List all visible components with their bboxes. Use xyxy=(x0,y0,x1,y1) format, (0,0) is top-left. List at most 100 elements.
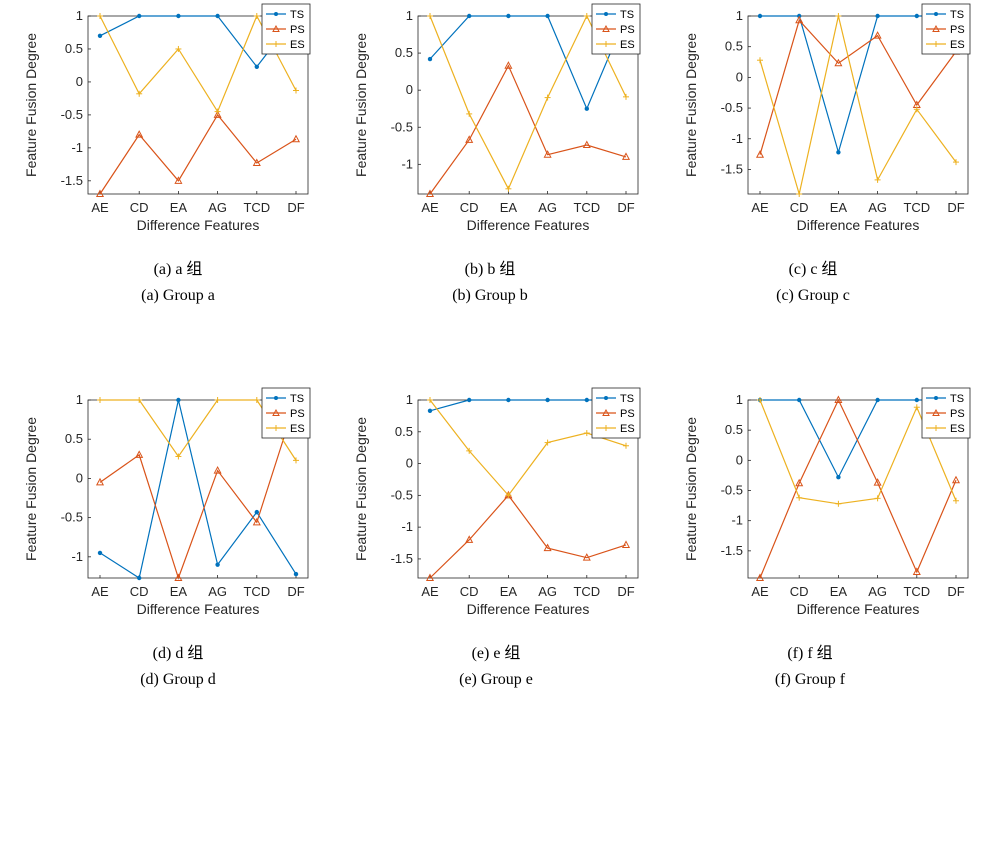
data-point-ps xyxy=(252,158,261,167)
x-tick-label: DF xyxy=(617,200,634,215)
data-point-es xyxy=(953,497,959,504)
y-tick-label: 0.5 xyxy=(65,41,83,56)
legend: TS PS ES xyxy=(591,387,641,439)
y-tick-label: -1 xyxy=(401,519,413,534)
x-tick-label: AG xyxy=(538,584,557,599)
x-tick-label: TCD xyxy=(573,200,600,215)
x-tick-label: DF xyxy=(617,584,634,599)
data-point-ts xyxy=(97,550,103,556)
x-tick-label: TCD xyxy=(243,584,270,599)
series-line-ts xyxy=(99,399,297,579)
data-point-ts xyxy=(584,397,589,403)
data-point-ts xyxy=(137,13,142,19)
data-point-es xyxy=(427,397,433,403)
x-tick-label: CD xyxy=(460,200,479,215)
chart-f: 1 0.5 0 -0.5 -1 -1.5 AE CD EA AG TCD DF Difference F… xyxy=(683,387,971,617)
y-tick-label: -1.5 xyxy=(391,551,413,566)
x-axis-label: Difference Features xyxy=(137,601,260,617)
caption-en-f: (f) Group f xyxy=(774,671,846,688)
y-tick-label: -1 xyxy=(731,131,743,146)
x-tick-label: AE xyxy=(91,200,109,215)
x-tick-label: AE xyxy=(91,584,109,599)
data-point-ts xyxy=(506,397,511,403)
y-tick-label: 1 xyxy=(76,8,83,23)
legend-label: PS xyxy=(620,408,635,420)
x-axis-label: Difference Features xyxy=(467,601,590,617)
data-point-ps xyxy=(465,535,474,543)
data-point-ps xyxy=(291,134,301,143)
data-point-ts xyxy=(914,13,919,19)
series-line-ps xyxy=(429,64,627,195)
data-point-ps xyxy=(951,475,961,484)
series-line-ps xyxy=(759,398,957,579)
legend-label: TS xyxy=(290,9,304,21)
data-point-es xyxy=(544,94,551,101)
data-point-es xyxy=(97,397,103,403)
data-point-es xyxy=(466,447,473,454)
data-point-es xyxy=(874,176,881,183)
data-point-es xyxy=(913,404,920,411)
legend-label: PS xyxy=(290,24,305,36)
data-point-es xyxy=(796,191,803,197)
data-point-ps xyxy=(834,58,843,67)
legend: TS PS ES xyxy=(261,3,311,55)
y-tick-label: 1 xyxy=(736,392,743,407)
caption-cn-a: (a) a 组 xyxy=(153,261,203,278)
data-point-ps xyxy=(543,150,552,158)
data-point-es xyxy=(253,13,260,19)
data-point-ps xyxy=(582,140,591,149)
y-tick-label: 0.5 xyxy=(395,424,413,439)
x-tick-label: AE xyxy=(421,584,439,599)
legend-label: TS xyxy=(950,393,964,405)
plot-box xyxy=(87,399,309,579)
x-tick-label: EA xyxy=(830,200,848,215)
y-tick-label: 1 xyxy=(76,392,83,407)
y-axis-label: Feature Fusion Degree xyxy=(683,417,699,561)
legend-label: ES xyxy=(950,39,965,51)
data-point-es xyxy=(796,494,803,501)
x-tick-label: AE xyxy=(751,584,769,599)
y-tick-label: 0 xyxy=(736,69,743,84)
legend: TS PS ES xyxy=(921,3,971,55)
caption-cn-c: (c) c 组 xyxy=(788,261,838,278)
y-tick-label: -1 xyxy=(401,156,413,171)
data-point-ts xyxy=(137,575,142,581)
legend: TS PS ES xyxy=(261,387,311,439)
caption-en-e: (e) Group e xyxy=(459,671,533,688)
data-point-es xyxy=(913,106,920,113)
data-point-ps xyxy=(252,517,261,526)
data-point-es xyxy=(835,500,842,507)
legend: TS PS ES xyxy=(591,3,641,55)
y-tick-label: -0.5 xyxy=(391,119,413,134)
chart-d: 1 0.5 0 -0.5 -1 AE CD EA AG TCD DF Difference Featu… xyxy=(23,387,311,617)
y-tick-label: 1 xyxy=(406,8,413,23)
data-point-ps xyxy=(795,15,804,24)
data-point-ts xyxy=(875,13,880,19)
data-point-es xyxy=(136,90,143,97)
x-tick-label: CD xyxy=(790,200,809,215)
x-tick-label: CD xyxy=(130,584,149,599)
data-point-es xyxy=(505,492,512,499)
data-point-es xyxy=(427,13,433,19)
data-point-ps xyxy=(834,395,843,403)
y-tick-label: -1 xyxy=(731,513,743,528)
x-tick-label: TCD xyxy=(903,200,930,215)
legend-label: ES xyxy=(950,423,965,435)
data-point-ts xyxy=(427,56,433,62)
data-point-ps xyxy=(135,130,144,138)
y-tick-label: 1 xyxy=(406,392,413,407)
x-tick-label: CD xyxy=(790,584,809,599)
series-line-ps xyxy=(99,113,297,195)
data-point-ps xyxy=(213,466,222,474)
legend-label: PS xyxy=(620,24,635,36)
x-tick-label: EA xyxy=(830,584,848,599)
data-point-es xyxy=(757,397,763,403)
y-tick-label: 0 xyxy=(406,82,413,97)
x-tick-label: EA xyxy=(500,200,518,215)
y-axis-label: Feature Fusion Degree xyxy=(23,417,39,561)
legend-label: PS xyxy=(950,408,965,420)
series-line-es xyxy=(759,15,957,195)
y-tick-label: 0 xyxy=(406,456,413,471)
data-point-ts xyxy=(506,13,511,19)
data-point-es xyxy=(835,13,842,19)
